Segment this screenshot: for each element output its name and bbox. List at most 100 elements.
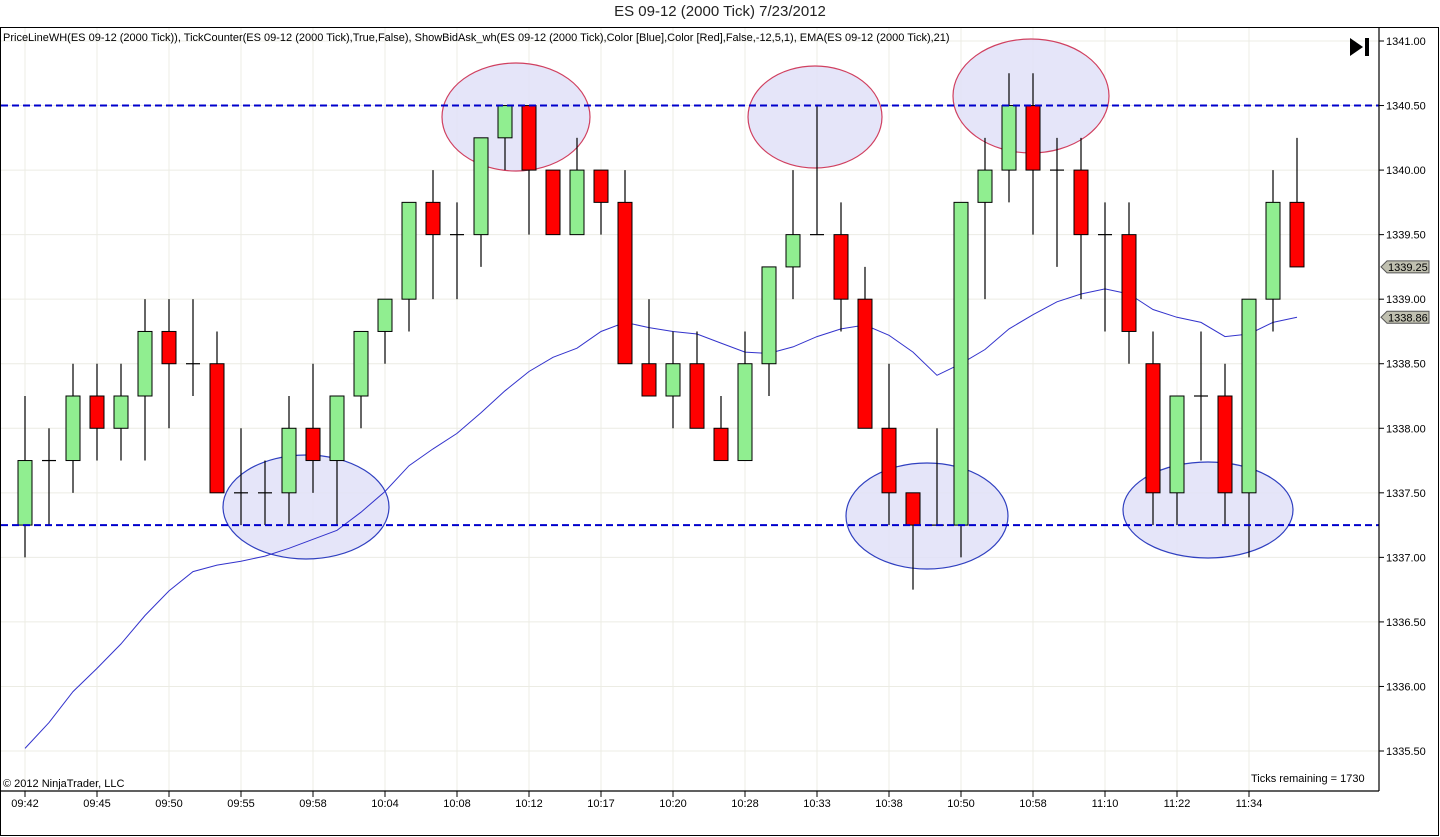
candle xyxy=(1289,137,1305,268)
price-marker xyxy=(1380,310,1430,324)
candle xyxy=(833,202,849,332)
time-tick-label: 11:22 xyxy=(1164,798,1191,810)
indicators-label: PriceLineWH(ES 09-12 (2000 Tick)), TickC… xyxy=(3,32,950,44)
candle xyxy=(593,169,609,235)
price-tick-label: 1337.00 xyxy=(1386,552,1426,564)
candle xyxy=(377,298,393,364)
candle xyxy=(1194,331,1208,461)
time-tick-label: 09:45 xyxy=(83,798,111,810)
candle xyxy=(209,331,225,494)
time-tick-label: 10:33 xyxy=(803,798,831,810)
candle xyxy=(545,169,561,236)
candle xyxy=(1121,202,1137,364)
candle xyxy=(1169,395,1185,526)
candle xyxy=(473,137,489,267)
price-marker xyxy=(1380,260,1430,274)
candle xyxy=(113,363,129,461)
time-tick-label: 09:55 xyxy=(227,798,255,810)
time-tick-label: 10:38 xyxy=(875,798,903,810)
candle xyxy=(65,363,81,493)
copyright-label: © 2012 NinjaTrader, LLC xyxy=(3,778,125,790)
candle xyxy=(569,137,585,236)
candle xyxy=(1073,137,1089,300)
time-tick-label: 10:08 xyxy=(443,798,471,810)
time-tick-label: 09:58 xyxy=(299,798,327,810)
support-zone-ellipse[interactable] xyxy=(222,454,390,560)
price-tick-label: 1339.50 xyxy=(1386,230,1426,242)
candle xyxy=(521,105,537,235)
candle xyxy=(161,299,177,429)
price-tick-label: 1335.50 xyxy=(1386,746,1426,758)
candle xyxy=(42,428,56,526)
time-tick-label: 11:34 xyxy=(1236,798,1263,810)
candle xyxy=(713,396,729,462)
candle xyxy=(737,331,753,462)
candle xyxy=(450,202,464,300)
candle xyxy=(401,201,417,332)
candle xyxy=(89,363,105,461)
price-tick-label: 1338.00 xyxy=(1386,423,1426,435)
price-tick-label: 1340.00 xyxy=(1386,165,1426,177)
candle xyxy=(1098,202,1112,332)
ticks-remaining-label: Ticks remaining = 1730 xyxy=(1251,773,1365,785)
resistance-zone-ellipse[interactable] xyxy=(441,62,591,172)
candle xyxy=(329,395,345,526)
time-tick-label: 10:12 xyxy=(515,798,543,810)
candle xyxy=(17,396,33,558)
candle xyxy=(641,299,657,397)
chart-title: ES 09-12 (2000 Tick) 7/23/2012 xyxy=(614,3,826,20)
candle xyxy=(761,266,777,396)
candle xyxy=(881,363,897,526)
skip-to-end-icon xyxy=(1350,38,1369,56)
time-tick-label: 10:20 xyxy=(659,798,687,810)
support-zone-ellipse[interactable] xyxy=(845,462,1009,570)
candle xyxy=(905,492,921,590)
price-tick-label: 1336.50 xyxy=(1386,617,1426,629)
candle xyxy=(1241,298,1257,558)
candle xyxy=(665,331,681,429)
candle xyxy=(953,201,969,558)
price-marker-label: 1339.25 xyxy=(1388,262,1428,274)
candle xyxy=(258,460,272,526)
price-tick-label: 1339.00 xyxy=(1386,294,1426,306)
candle xyxy=(1050,137,1064,267)
price-tick-label: 1341.00 xyxy=(1386,36,1426,48)
time-tick-label: 09:42 xyxy=(11,798,39,810)
time-tick-label: 11:10 xyxy=(1092,798,1119,810)
candle xyxy=(689,331,705,429)
time-tick-label: 10:58 xyxy=(1019,798,1047,810)
price-tick-label: 1340.50 xyxy=(1386,101,1426,113)
candle xyxy=(281,396,297,526)
candle xyxy=(186,299,200,396)
candle xyxy=(810,105,824,236)
candle xyxy=(1217,363,1233,526)
candle xyxy=(305,363,321,493)
candle xyxy=(497,105,513,171)
candle xyxy=(425,170,441,300)
price-marker-label: 1338.86 xyxy=(1388,312,1428,324)
candle xyxy=(617,170,633,365)
time-tick-label: 10:50 xyxy=(947,798,975,810)
candle xyxy=(785,170,801,300)
candle xyxy=(1001,73,1017,203)
time-tick-label: 10:17 xyxy=(587,798,615,810)
candle xyxy=(857,266,873,429)
time-tick-label: 10:28 xyxy=(731,798,759,810)
go-to-end-button[interactable] xyxy=(1349,36,1371,58)
resistance-zone-ellipse[interactable] xyxy=(747,65,883,169)
price-tick-label: 1337.50 xyxy=(1386,488,1426,500)
price-tick-label: 1338.50 xyxy=(1386,359,1426,371)
candle xyxy=(1145,331,1161,526)
time-tick-label: 09:50 xyxy=(155,798,183,810)
candle xyxy=(977,137,993,300)
candle xyxy=(1025,73,1041,235)
price-tick-label: 1336.00 xyxy=(1386,681,1426,693)
ema-line xyxy=(24,288,1298,749)
time-tick-label: 10:04 xyxy=(371,798,399,810)
candle xyxy=(137,299,153,461)
chart-frame xyxy=(0,27,1439,836)
candle xyxy=(234,428,248,526)
candle xyxy=(353,330,369,429)
candle xyxy=(1265,170,1281,332)
